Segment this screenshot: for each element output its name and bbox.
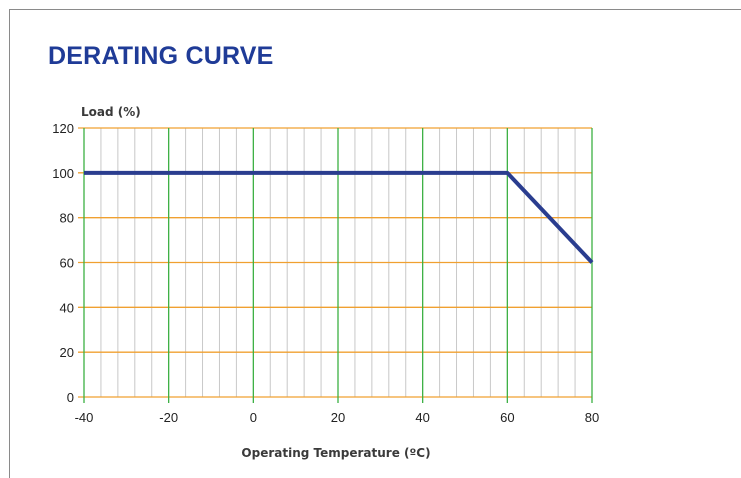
horizontal-grid (78, 127, 592, 398)
x-tick-label: 40 (415, 410, 429, 425)
x-tick-label: 0 (250, 410, 257, 425)
x-tick-label: -20 (159, 410, 178, 425)
y-tick-label: 20 (60, 345, 74, 360)
x-tick-label: 20 (331, 410, 345, 425)
y-tick-label: 80 (60, 211, 74, 226)
y-tick-label: 40 (60, 300, 74, 315)
y-tick-label: 0 (67, 390, 74, 405)
x-axis-label: Operating Temperature (ºC) (241, 446, 430, 460)
y-tick-label: 100 (52, 166, 74, 181)
derating-line (84, 170, 594, 264)
y-tick-label: 60 (60, 256, 74, 271)
major-vertical-grid (83, 128, 593, 403)
x-tick-label: 80 (585, 410, 599, 425)
y-tick-label: 120 (52, 121, 74, 136)
y-tick-labels: 0 20 40 60 80 100 120 (52, 121, 74, 405)
chart-frame (9, 9, 741, 478)
x-tick-label: -40 (75, 410, 94, 425)
chart-title: DERATING CURVE (48, 42, 274, 70)
y-axis-label: Load (%) (81, 105, 141, 119)
x-tick-label: 60 (500, 410, 514, 425)
x-tick-labels: -40 -20 0 20 40 60 80 (75, 410, 600, 425)
series-group (84, 170, 594, 264)
